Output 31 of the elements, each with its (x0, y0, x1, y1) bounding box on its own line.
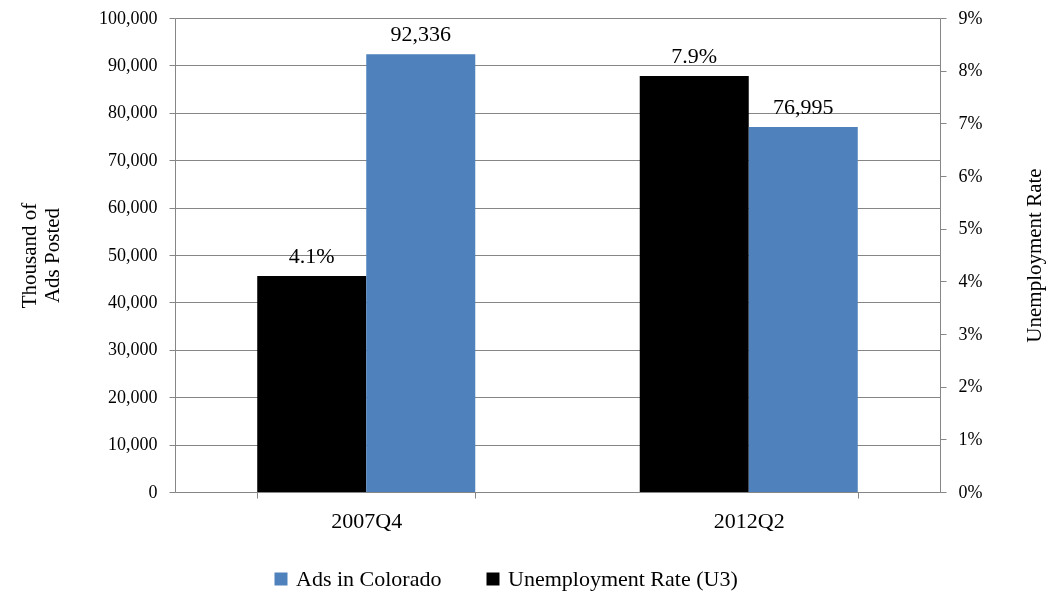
y-tick-label: 90,000 (108, 54, 158, 75)
y-tick-label: 20,000 (108, 386, 158, 407)
y2-tick-label: 4% (958, 270, 983, 291)
y-tick-label: 100,000 (99, 7, 158, 28)
y2-tick-label: 7% (958, 112, 983, 133)
y2-tick-label: 3% (958, 323, 983, 344)
y2-tick-label: 6% (958, 165, 983, 186)
y2-axis-title: Unemployment Rate (1022, 168, 1047, 343)
y-tick-label: 0 (148, 481, 158, 502)
y-tick-label: 60,000 (108, 197, 158, 218)
y-tick-label: 10,000 (108, 434, 158, 455)
y2-tick-label: 9% (958, 7, 983, 28)
x-tick-label: 2007Q4 (331, 507, 403, 533)
y2-tick-label: 5% (958, 218, 983, 239)
data-label: 76,995 (773, 94, 834, 120)
legend-label: Ads in Colorado (296, 566, 442, 591)
y2-tick-label: 8% (958, 60, 983, 81)
y-tick-label: 80,000 (108, 102, 158, 123)
x-tick-label: 2012Q2 (713, 507, 785, 533)
y-tick-label: 70,000 (108, 149, 158, 170)
data-label: 4.1% (288, 243, 335, 269)
y2-tick-label: 1% (958, 428, 983, 449)
y2-tick-label: 2% (958, 376, 983, 397)
data-label: 7.9% (671, 42, 718, 68)
y-tick-label: 50,000 (108, 244, 158, 265)
y-tick-label: 30,000 (108, 339, 158, 360)
legend-label: Unemployment Rate (U3) (508, 566, 738, 591)
y-axis-title: Thousand of Ads Posted (17, 202, 64, 309)
y2-tick-label: 0% (958, 481, 983, 502)
data-label: 92,336 (390, 21, 452, 47)
y-tick-label: 40,000 (108, 291, 158, 312)
